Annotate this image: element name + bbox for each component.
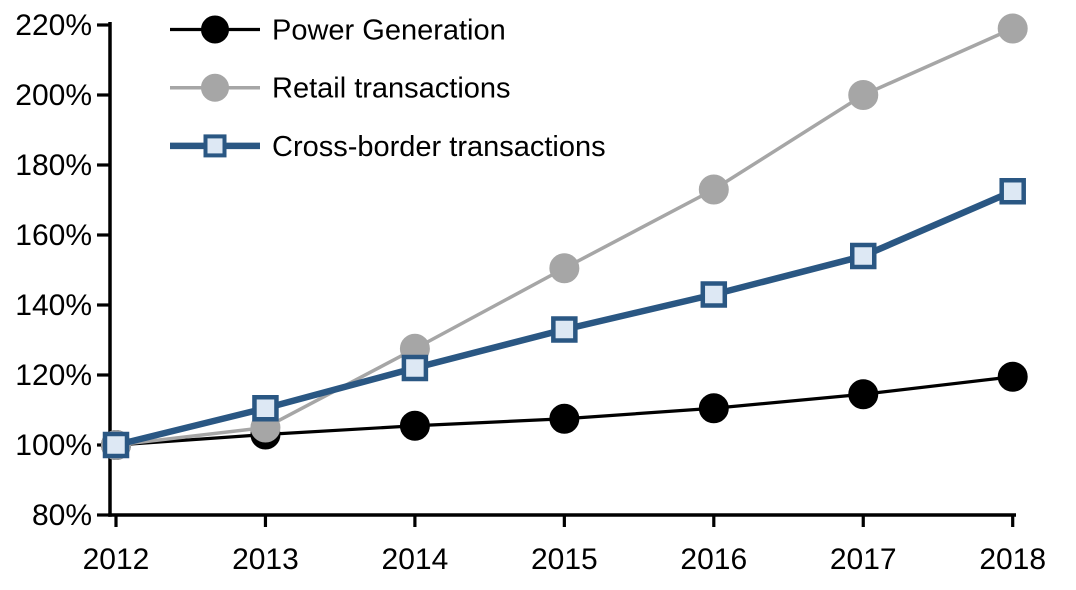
legend-marker-retail-transactions — [201, 73, 229, 102]
marker-power-generation-2016 — [698, 393, 729, 424]
marker-cross-border-transactions-2016 — [700, 281, 728, 308]
series-power-generation — [101, 361, 1028, 460]
marker-retail-transactions-2016 — [698, 174, 729, 205]
legend-label-cross-border-transactions: Cross-border transactions — [272, 131, 606, 163]
marker-power-generation-2014 — [399, 410, 430, 441]
marker-cross-border-transactions-2014 — [401, 354, 429, 382]
y-tick-label: 200% — [15, 79, 92, 112]
y-tick-label: 180% — [15, 149, 92, 182]
legend-item-retail-transactions: Retail transactions — [170, 73, 511, 105]
marker-power-generation-2018 — [997, 361, 1028, 392]
x-tick-label: 2015 — [531, 543, 598, 576]
y-tick-label: 160% — [15, 219, 92, 252]
y-tick-label: 100% — [15, 429, 92, 462]
x-tick-label: 2012 — [83, 543, 150, 576]
marker-power-generation-2017 — [848, 379, 879, 410]
marker-cross-border-transactions-2015 — [551, 316, 578, 343]
y-tick-label: 120% — [15, 359, 92, 392]
x-tick-label: 2013 — [232, 543, 299, 576]
legend-marker-power-generation — [201, 15, 229, 44]
marker-cross-border-transactions-2018 — [999, 178, 1026, 205]
x-tick-label: 2016 — [680, 543, 747, 576]
y-tick-label: 140% — [15, 289, 92, 322]
marker-cross-border-transactions-2017 — [850, 242, 877, 270]
x-tick-label: 2018 — [979, 543, 1046, 576]
axes: 220% 200% 180% 160% 140% 120% 100% 80% 2012 2013 2… — [15, 9, 1046, 576]
legend-label-power-generation: Power Generation — [272, 15, 506, 47]
legend-item-power-generation: Power Generation — [170, 15, 506, 47]
marker-power-generation-2015 — [549, 403, 580, 434]
legend-item-cross-border-transactions: Cross-border transactions — [170, 131, 606, 163]
legend: Power Generation Retail transactions Cross… — [170, 15, 606, 163]
legend-label-retail-transactions: Retail transactions — [272, 73, 511, 105]
marker-retail-transactions-2015 — [549, 253, 580, 284]
series-line-retail-transactions — [115, 26, 1014, 447]
marker-cross-border-transactions-2012 — [102, 431, 130, 459]
marker-cross-border-transactions-2013 — [252, 395, 279, 422]
x-tick-label: 2014 — [382, 543, 449, 576]
marker-retail-transactions-2017 — [848, 80, 879, 110]
y-tick-label: 220% — [15, 9, 92, 42]
legend-marker-cross-border-transactions — [203, 134, 227, 158]
marker-retail-transactions-2018 — [997, 13, 1028, 44]
series-cross-border-transactions — [102, 178, 1026, 459]
y-tick-label: 80% — [32, 499, 92, 532]
x-tick-label: 2017 — [830, 543, 897, 576]
